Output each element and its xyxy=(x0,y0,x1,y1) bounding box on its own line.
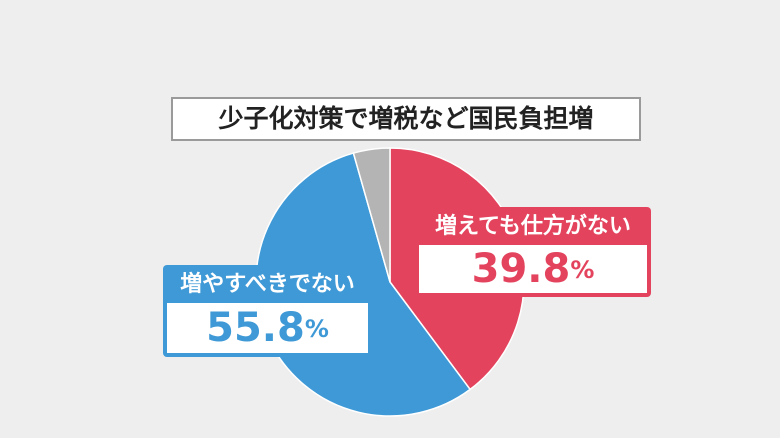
pie-slice xyxy=(352,147,391,283)
value-label: 55.8% xyxy=(206,305,329,351)
category-label: 増えても仕方がない xyxy=(435,213,631,239)
value-label: 39.8% xyxy=(472,246,595,292)
chart-title: 少子化対策で増税など国民負担増 xyxy=(217,104,593,133)
label-value-bg xyxy=(419,245,647,293)
category-label: 増やすべきでない xyxy=(180,271,354,297)
label-value-bg xyxy=(167,303,368,353)
title-box xyxy=(171,97,641,141)
